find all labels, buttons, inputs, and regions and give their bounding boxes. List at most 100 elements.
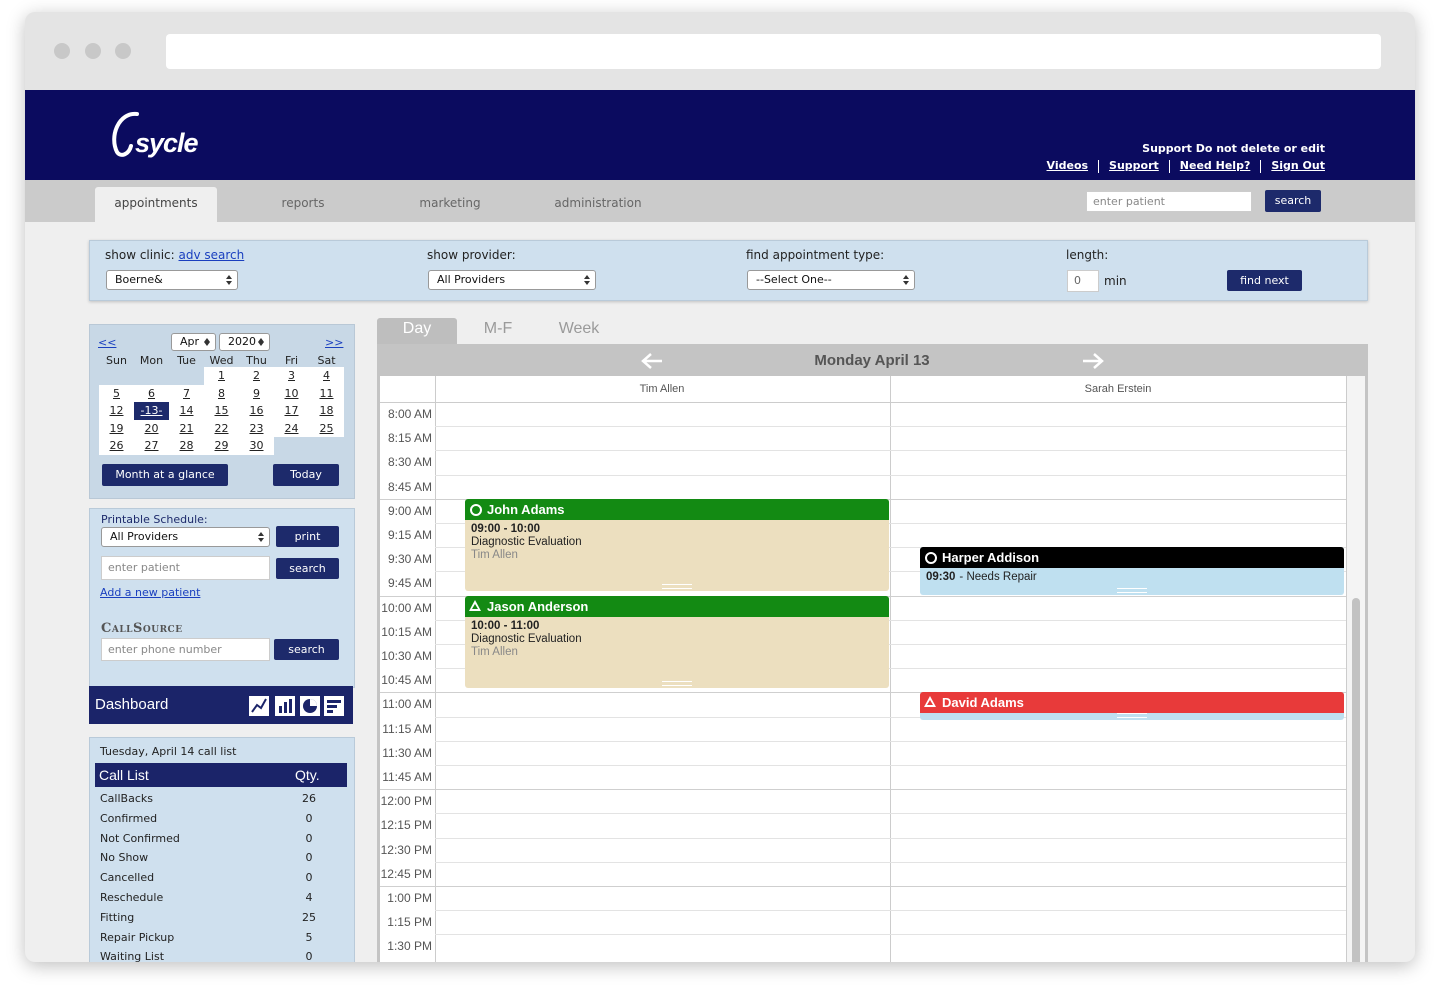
window-dot[interactable]	[85, 43, 101, 59]
call-list-item[interactable]: Cancelled	[100, 871, 155, 885]
status-icon	[469, 600, 481, 611]
day[interactable]: 8	[204, 384, 239, 402]
month-select[interactable]: Apr	[171, 333, 216, 351]
day[interactable]: 10	[274, 384, 309, 402]
scrollbar-thumb[interactable]	[1352, 598, 1360, 962]
day[interactable]: 25	[309, 419, 344, 437]
call-list-item[interactable]: CallBacks	[100, 792, 153, 805]
resize-grip[interactable]	[662, 681, 692, 686]
call-list-item[interactable]: Fitting	[100, 910, 135, 924]
call-list-item[interactable]: Repair Pickup	[100, 930, 175, 944]
prev-day-arrow[interactable]	[640, 352, 664, 370]
day[interactable]: 22	[204, 419, 239, 437]
day[interactable]: 1	[204, 367, 239, 385]
day[interactable]: 27	[134, 437, 169, 455]
find-next-button[interactable]: find next	[1227, 270, 1302, 291]
day[interactable]: 2	[239, 367, 274, 385]
adv-search-link[interactable]: adv search	[178, 248, 245, 262]
day[interactable]: 9	[239, 384, 274, 402]
day[interactable]: 5	[99, 384, 134, 402]
day[interactable]: 28	[169, 437, 204, 455]
time-label: 8:45 AM	[387, 479, 432, 494]
day[interactable]: 14	[169, 402, 204, 420]
day[interactable]: 12	[99, 402, 134, 420]
day[interactable]: 26	[99, 437, 134, 455]
nav-tab[interactable]: reports	[281, 196, 325, 210]
patient-search-button[interactable]: search	[276, 558, 339, 579]
appointment[interactable]: Harper Addison 09:30- Needs Repair	[920, 547, 1344, 595]
call-list-item[interactable]: Waiting List	[100, 950, 165, 962]
day[interactable]: 19	[99, 419, 134, 437]
clinic-select[interactable]: Boerne&	[106, 270, 238, 290]
day[interactable]: 11	[309, 384, 344, 402]
day[interactable]: 18	[309, 402, 344, 420]
window-dot[interactable]	[115, 43, 131, 59]
type-label: find appointment type:	[746, 248, 885, 262]
day[interactable]: 17	[274, 402, 309, 420]
callsource-logo: CallSource	[101, 621, 183, 636]
add-patient-link[interactable]: Add a new patient	[100, 586, 201, 599]
call-list-item[interactable]: Reschedule	[100, 891, 164, 904]
patient-input[interactable]: enter patient	[101, 556, 270, 580]
app-header	[25, 90, 1415, 180]
day[interactable]: 30	[239, 437, 274, 455]
list-icon[interactable]	[324, 696, 344, 716]
header-link[interactable]: Support	[1109, 159, 1159, 172]
resize-grip[interactable]	[662, 584, 692, 589]
view-tab[interactable]: Week	[558, 320, 600, 337]
nav-tab[interactable]: marketing	[419, 196, 481, 210]
time-label: 10:30 AM	[381, 649, 432, 663]
prev-month[interactable]: <<	[98, 336, 117, 349]
view-tab[interactable]: M-F	[483, 320, 513, 337]
selected-day[interactable]: -13-	[134, 402, 169, 420]
patient-name: John Adams	[487, 502, 565, 517]
call-list-item[interactable]: Not Confirmed	[100, 831, 180, 845]
type-select[interactable]: --Select One--	[747, 270, 915, 290]
day[interactable]: 23	[239, 419, 274, 437]
length-input[interactable]: 0	[1067, 270, 1099, 292]
day[interactable]: 16	[239, 402, 274, 420]
appointment[interactable]: John Adams 09:00 - 10:00 Diagnostic Evalua…	[465, 499, 889, 591]
nav-tab[interactable]: administration	[554, 196, 642, 210]
url-bar[interactable]	[166, 34, 1381, 69]
phone-search-button[interactable]: search	[274, 639, 339, 660]
day[interactable]: 6	[134, 384, 169, 402]
call-list-item[interactable]: Confirmed	[100, 811, 158, 825]
time-label: 12:45 PM	[380, 866, 432, 881]
line-chart-icon[interactable]	[249, 696, 269, 716]
resize-grip[interactable]	[1117, 588, 1147, 593]
patient-search-input[interactable]: enter patient	[1086, 191, 1252, 212]
day[interactable]: 29	[204, 437, 239, 455]
next-month[interactable]: >>	[325, 336, 344, 349]
header-link[interactable]: Videos	[1046, 159, 1089, 172]
provider-select[interactable]: All Providers	[428, 270, 596, 290]
printable-provider-select[interactable]: All Providers	[101, 527, 270, 547]
day[interactable]: 24	[274, 419, 309, 437]
window-dot[interactable]	[54, 43, 70, 59]
year-select[interactable]: 2020	[219, 333, 270, 351]
day[interactable]: 21	[169, 419, 204, 437]
phone-input[interactable]: enter phone number	[101, 638, 270, 661]
day[interactable]: 3	[274, 367, 309, 385]
header-link[interactable]: Sign Out	[1271, 159, 1325, 172]
next-day-arrow[interactable]	[1081, 352, 1105, 370]
nav-tab[interactable]: appointments	[114, 196, 198, 210]
day[interactable]: 7	[169, 384, 204, 402]
bar-chart-icon[interactable]	[275, 696, 295, 716]
resize-grip[interactable]	[1117, 713, 1147, 718]
pie-chart-icon[interactable]	[300, 696, 320, 716]
view-tab[interactable]: Day	[402, 320, 432, 337]
header-link[interactable]: Need Help?	[1179, 159, 1251, 172]
day[interactable]: 15	[204, 402, 239, 420]
qty-heading: Qty.	[295, 767, 320, 783]
today-button[interactable]: Today	[273, 464, 339, 486]
search-button[interactable]: search	[1265, 190, 1321, 212]
print-button[interactable]: print	[276, 526, 339, 547]
appointment[interactable]: David Adams	[920, 692, 1344, 720]
call-list-item[interactable]: No Show	[100, 851, 149, 865]
day[interactable]: 4	[309, 367, 344, 385]
appointment[interactable]: Jason Anderson 10:00 - 11:00 Diagnostic Ev…	[465, 596, 889, 688]
day-tab[interactable]	[377, 318, 457, 344]
day[interactable]: 20	[134, 419, 169, 437]
month-at-glance-button[interactable]: Month at a glance	[102, 464, 228, 486]
